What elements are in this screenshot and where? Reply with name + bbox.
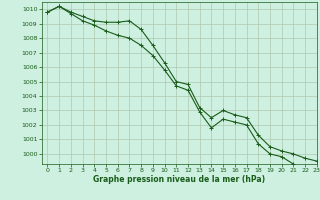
X-axis label: Graphe pression niveau de la mer (hPa): Graphe pression niveau de la mer (hPa) (93, 175, 265, 184)
